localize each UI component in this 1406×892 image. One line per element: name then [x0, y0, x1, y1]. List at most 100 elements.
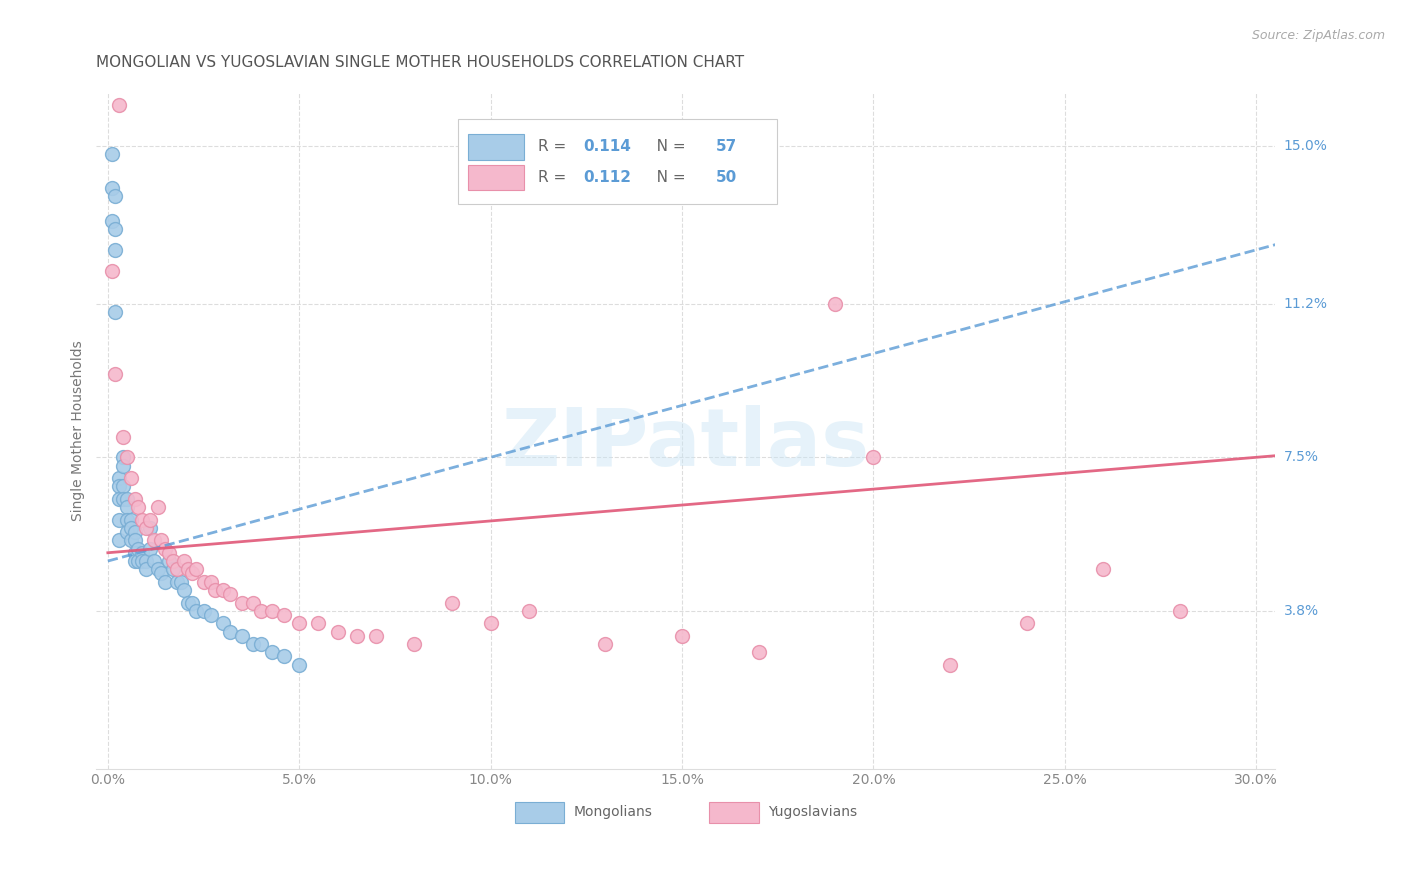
- Point: [288, 616, 311, 631]
- Point: [193, 574, 215, 589]
- Point: [193, 604, 215, 618]
- Text: 50: 50: [716, 169, 737, 185]
- Point: [242, 637, 264, 651]
- Point: [364, 629, 387, 643]
- FancyBboxPatch shape: [710, 802, 759, 822]
- Point: [120, 512, 142, 526]
- Point: [104, 243, 127, 257]
- Point: [146, 500, 169, 515]
- Text: Mongolians: Mongolians: [574, 805, 652, 820]
- Point: [108, 471, 131, 485]
- Point: [250, 637, 273, 651]
- Point: [595, 637, 617, 651]
- Point: [862, 450, 884, 465]
- Point: [115, 450, 138, 465]
- Point: [135, 562, 157, 576]
- Point: [288, 657, 311, 672]
- Text: 57: 57: [716, 139, 737, 154]
- Point: [262, 645, 284, 659]
- Point: [139, 521, 162, 535]
- Point: [273, 607, 295, 622]
- Point: [124, 524, 146, 539]
- Point: [162, 562, 184, 576]
- Point: [131, 546, 153, 560]
- Point: [184, 604, 207, 618]
- Point: [112, 458, 135, 473]
- Point: [181, 596, 204, 610]
- Point: [112, 429, 135, 443]
- Point: [135, 521, 157, 535]
- Point: [150, 533, 173, 548]
- Point: [404, 637, 426, 651]
- Point: [166, 574, 188, 589]
- Point: [127, 500, 149, 515]
- Point: [135, 554, 157, 568]
- Point: [173, 554, 195, 568]
- Point: [139, 541, 162, 556]
- Point: [120, 533, 142, 548]
- Point: [100, 214, 122, 228]
- Point: [824, 297, 846, 311]
- Point: [115, 500, 138, 515]
- Point: [139, 512, 162, 526]
- Point: [115, 512, 138, 526]
- Point: [104, 189, 127, 203]
- Text: R =: R =: [538, 169, 572, 185]
- Point: [127, 554, 149, 568]
- Point: [100, 180, 122, 194]
- Point: [108, 97, 131, 112]
- Text: R =: R =: [538, 139, 572, 154]
- Point: [242, 596, 264, 610]
- Text: N =: N =: [643, 139, 690, 154]
- Point: [211, 583, 233, 598]
- Point: [326, 624, 349, 639]
- Text: Yugoslavians: Yugoslavians: [769, 805, 858, 820]
- FancyBboxPatch shape: [515, 802, 564, 822]
- Point: [115, 491, 138, 506]
- Text: 0.112: 0.112: [583, 169, 631, 185]
- Point: [115, 524, 138, 539]
- Text: 0.114: 0.114: [583, 139, 631, 154]
- Text: 11.2%: 11.2%: [1284, 297, 1327, 310]
- Point: [181, 566, 204, 581]
- Point: [100, 147, 122, 161]
- Point: [231, 629, 253, 643]
- FancyBboxPatch shape: [458, 120, 776, 203]
- Point: [157, 554, 180, 568]
- Point: [142, 554, 165, 568]
- Point: [307, 616, 329, 631]
- Text: 7.5%: 7.5%: [1284, 450, 1319, 465]
- Point: [112, 491, 135, 506]
- Y-axis label: Single Mother Households: Single Mother Households: [72, 340, 86, 521]
- Point: [204, 583, 226, 598]
- Point: [104, 368, 127, 382]
- Point: [120, 471, 142, 485]
- Point: [108, 491, 131, 506]
- Text: 3.8%: 3.8%: [1284, 604, 1319, 618]
- Text: 15.0%: 15.0%: [1284, 139, 1327, 153]
- FancyBboxPatch shape: [468, 134, 524, 160]
- Text: N =: N =: [643, 169, 690, 185]
- Point: [112, 479, 135, 493]
- Point: [1015, 616, 1038, 631]
- Point: [162, 554, 184, 568]
- Point: [142, 533, 165, 548]
- Point: [124, 491, 146, 506]
- Point: [177, 596, 200, 610]
- Point: [273, 649, 295, 664]
- Text: Source: ZipAtlas.com: Source: ZipAtlas.com: [1251, 29, 1385, 42]
- Point: [120, 521, 142, 535]
- Point: [127, 541, 149, 556]
- Point: [748, 645, 770, 659]
- Point: [939, 657, 962, 672]
- Point: [173, 583, 195, 598]
- Point: [671, 629, 693, 643]
- Point: [200, 574, 222, 589]
- Point: [219, 587, 242, 601]
- Point: [177, 562, 200, 576]
- Point: [517, 604, 540, 618]
- Point: [150, 566, 173, 581]
- Text: MONGOLIAN VS YUGOSLAVIAN SINGLE MOTHER HOUSEHOLDS CORRELATION CHART: MONGOLIAN VS YUGOSLAVIAN SINGLE MOTHER H…: [97, 55, 744, 70]
- Point: [124, 546, 146, 560]
- Point: [200, 607, 222, 622]
